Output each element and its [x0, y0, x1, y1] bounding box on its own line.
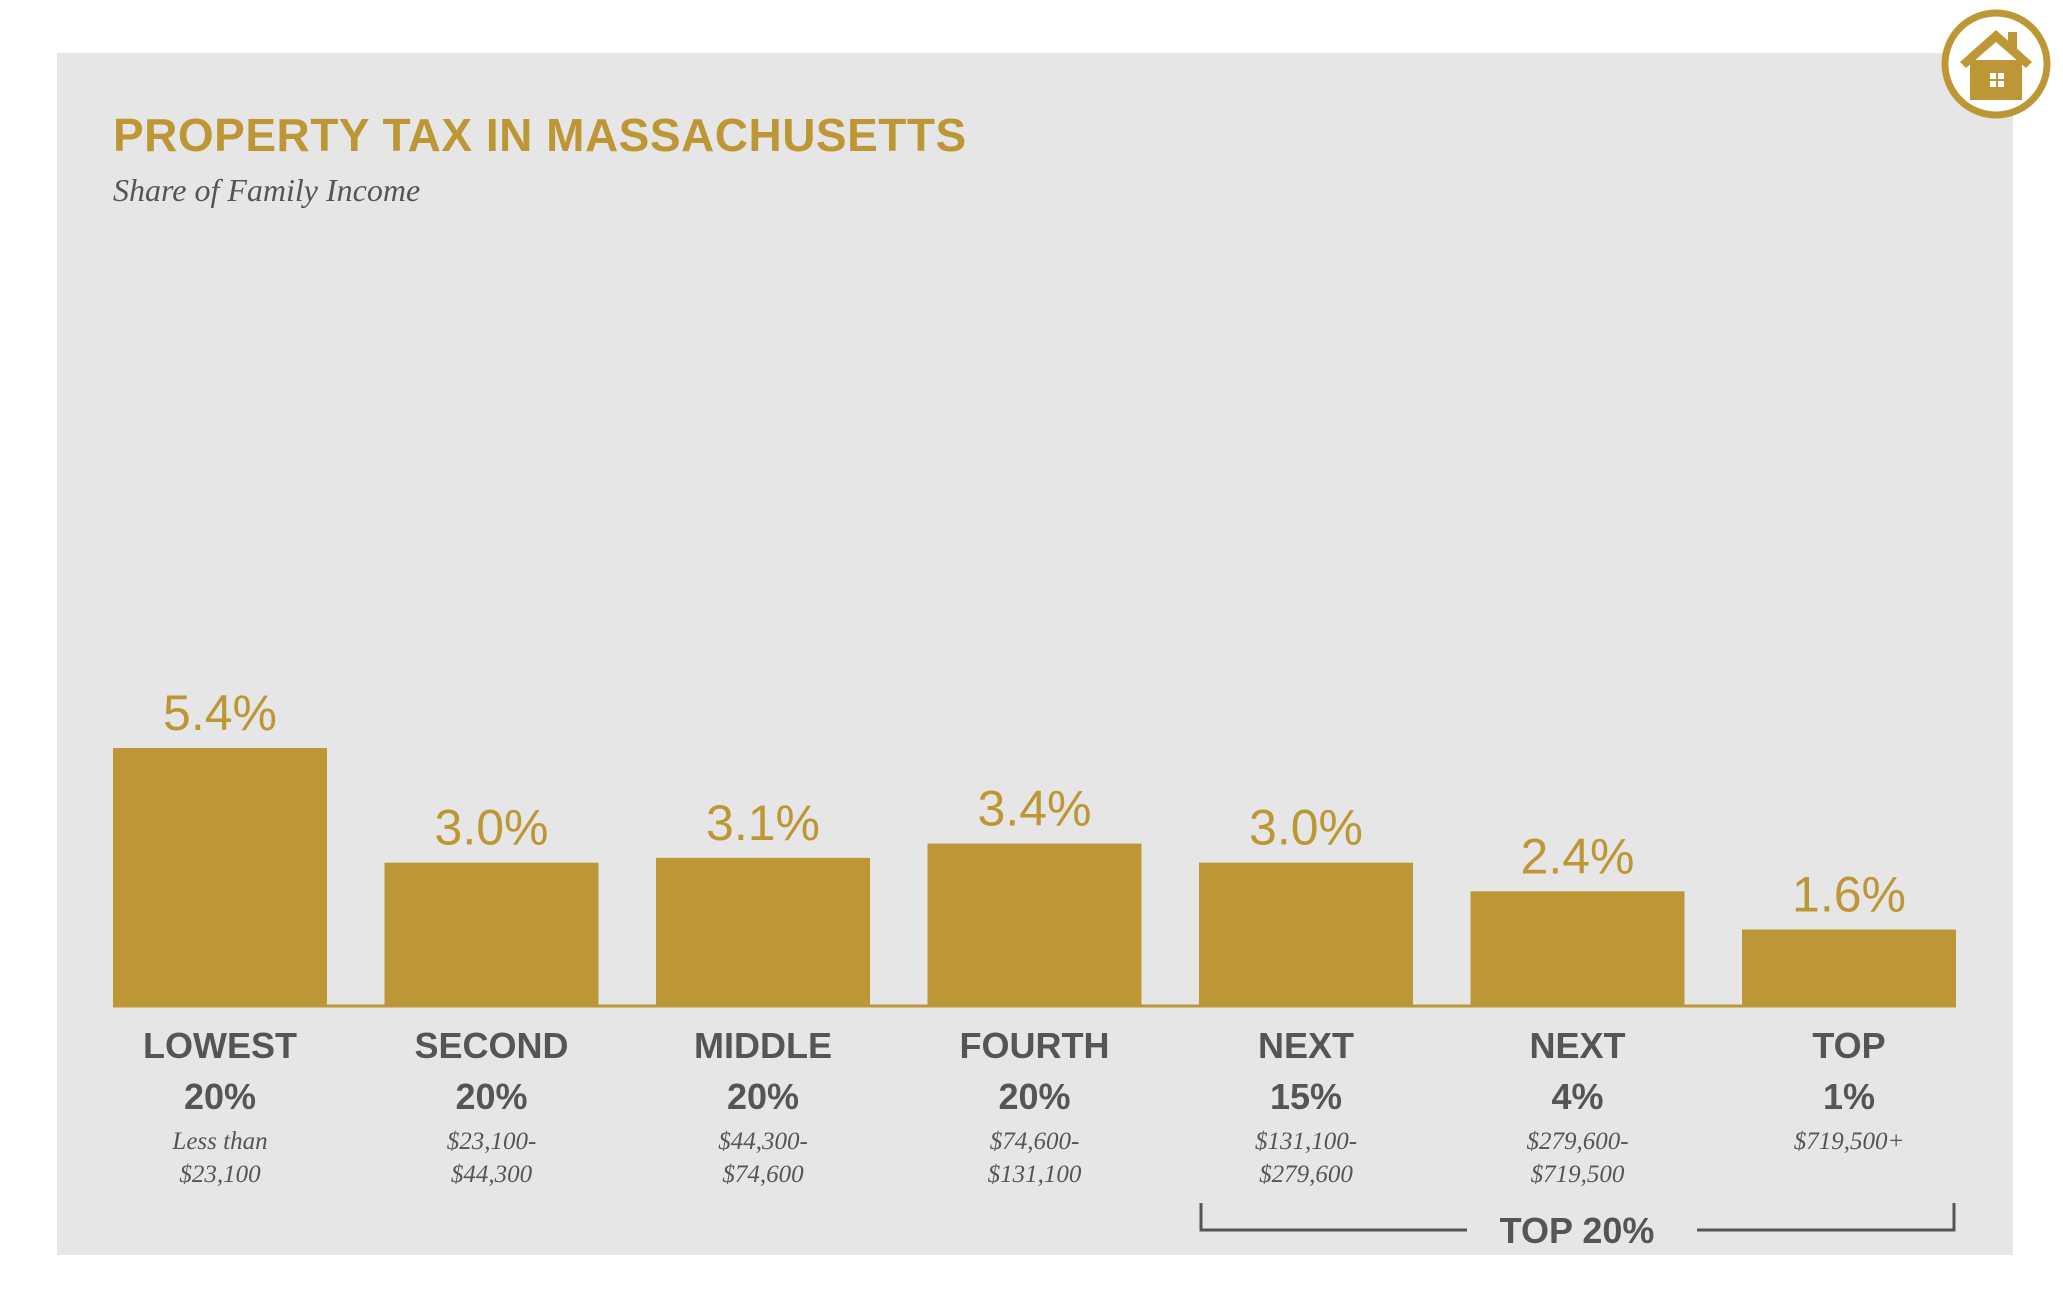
chart-panel: [57, 53, 2013, 1255]
category-range-2-1: $74,600: [722, 1161, 804, 1188]
category-range-6-0: $719,500+: [1794, 1128, 1905, 1155]
category-range-3-1: $131,100: [988, 1161, 1082, 1188]
category-range-1-1: $44,300: [451, 1161, 533, 1188]
bar-0: [113, 748, 327, 1006]
category-range-2-0: $44,300-: [718, 1128, 808, 1155]
category-label-1: SECOND: [414, 1025, 568, 1066]
value-label-3: 3.4%: [978, 781, 1092, 837]
category-label-0: LOWEST: [143, 1025, 297, 1066]
bracket-label: TOP 20%: [1500, 1210, 1655, 1251]
value-label-1: 3.0%: [435, 800, 549, 856]
bar-3: [927, 843, 1142, 1006]
category-share-2: 20%: [727, 1076, 799, 1117]
category-range-5-1: $719,500: [1531, 1161, 1625, 1188]
chart-subtitle: Share of Family Income: [113, 172, 421, 208]
category-label-5: NEXT: [1529, 1025, 1625, 1066]
house-icon: [1941, 9, 2051, 119]
category-label-2: MIDDLE: [694, 1025, 832, 1066]
bar-2: [656, 857, 870, 1006]
category-share-5: 4%: [1551, 1076, 1603, 1117]
category-range-5-0: $279,600-: [1526, 1128, 1628, 1155]
category-share-6: 1%: [1823, 1076, 1875, 1117]
category-range-0-0: Less than: [171, 1128, 267, 1155]
category-range-4-1: $279,600: [1259, 1161, 1353, 1188]
category-share-0: 20%: [184, 1076, 256, 1117]
value-label-0: 5.4%: [163, 685, 277, 741]
category-label-4: NEXT: [1258, 1025, 1354, 1066]
bar-5: [1470, 891, 1685, 1006]
bracket-right: [1697, 1203, 1956, 1232]
bar-1: [384, 862, 599, 1006]
bracket-left: [1199, 1203, 1467, 1232]
category-share-1: 20%: [455, 1076, 527, 1117]
value-label-2: 3.1%: [706, 795, 820, 851]
category-range-0-1: $23,100: [179, 1161, 261, 1188]
bar-6: [1742, 929, 1956, 1006]
category-range-3-0: $74,600-: [990, 1128, 1080, 1155]
category-label-6: TOP: [1812, 1025, 1885, 1066]
category-share-4: 15%: [1270, 1076, 1342, 1117]
value-label-4: 3.0%: [1249, 800, 1363, 856]
category-range-4-0: $131,100-: [1255, 1128, 1357, 1155]
category-share-3: 20%: [998, 1076, 1070, 1117]
chart-title: PROPERTY TAX IN MASSACHUSETTS: [113, 109, 967, 161]
category-range-1-0: $23,100-: [447, 1128, 537, 1155]
value-label-5: 2.4%: [1521, 828, 1635, 884]
bar-4: [1199, 862, 1413, 1006]
value-label-6: 1.6%: [1792, 867, 1906, 923]
category-label-3: FOURTH: [960, 1025, 1110, 1066]
